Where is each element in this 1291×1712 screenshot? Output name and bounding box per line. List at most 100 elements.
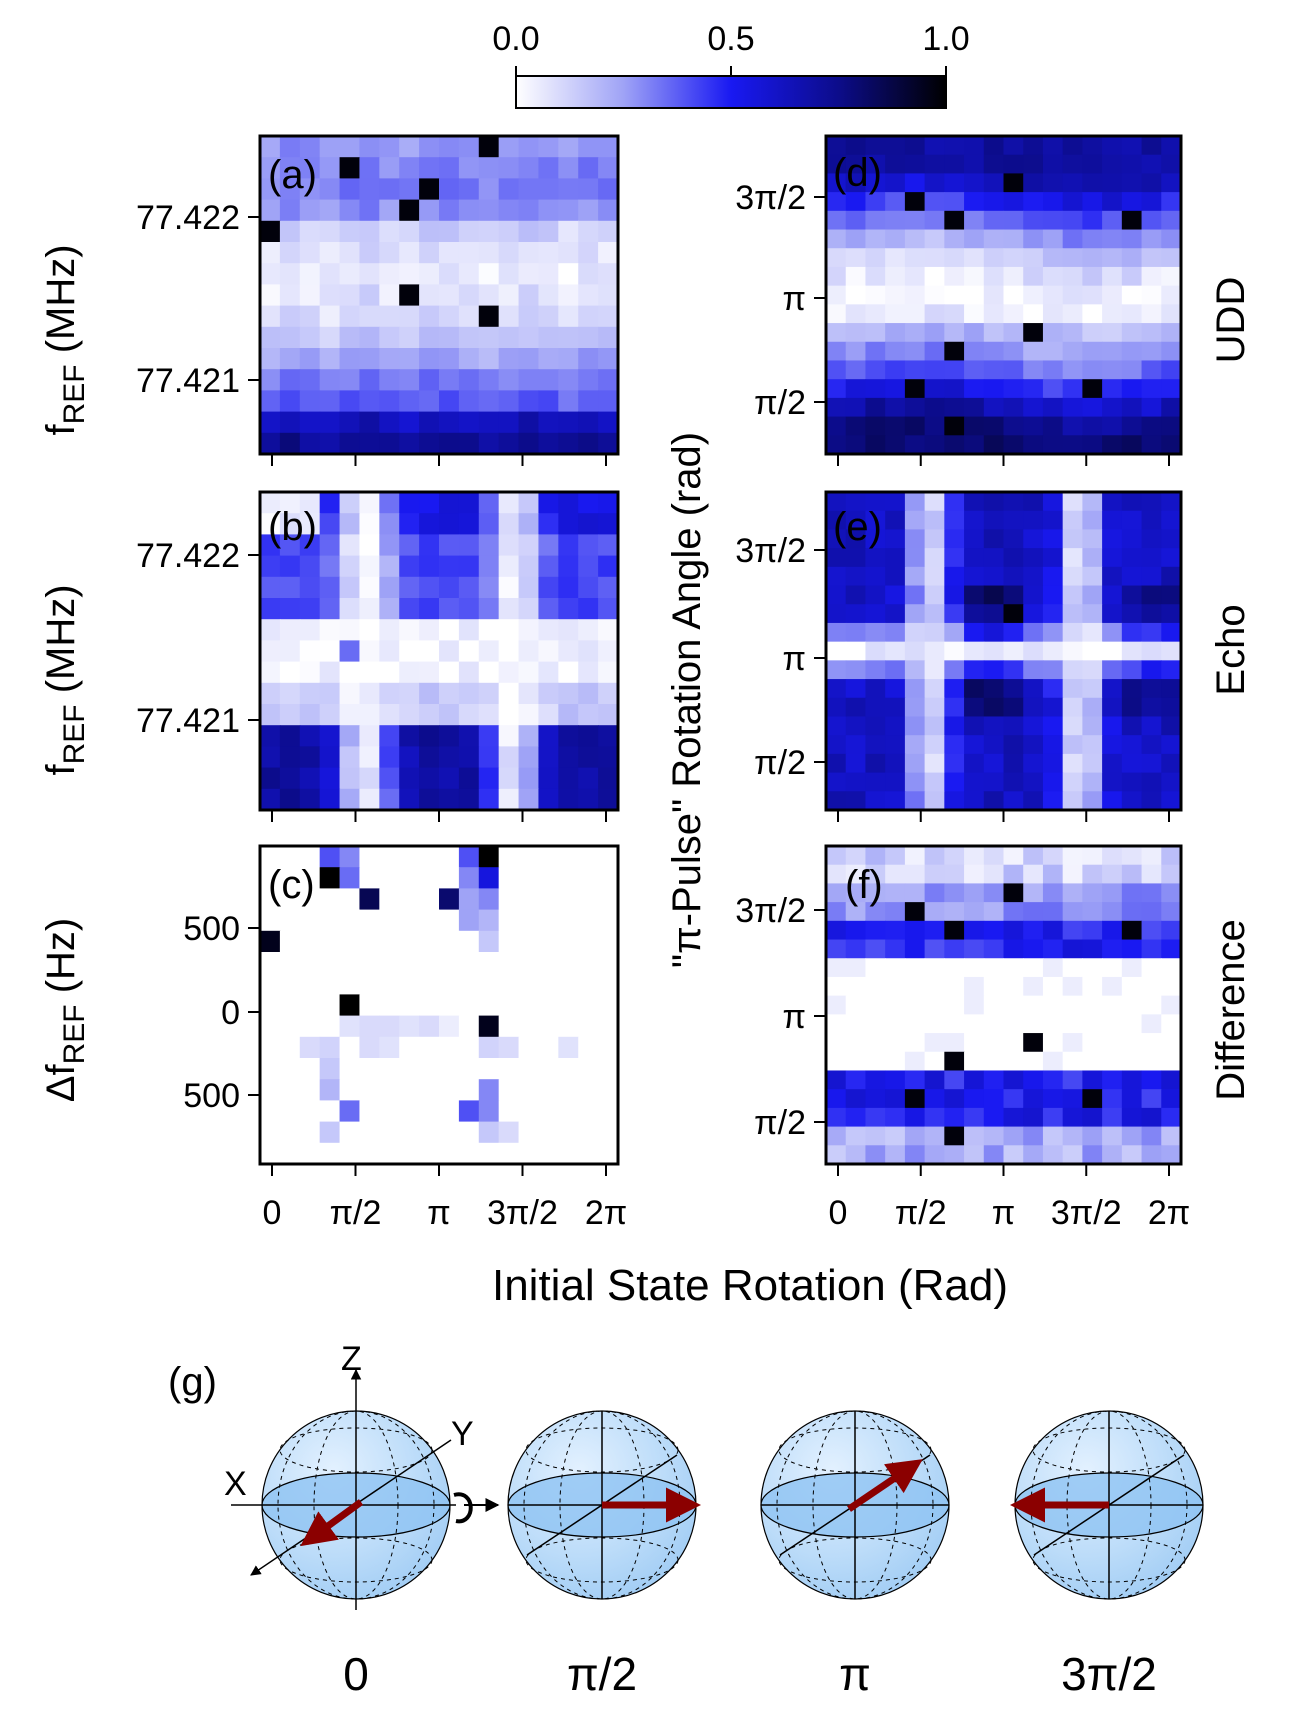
heatmap-cell <box>379 348 400 370</box>
heatmap-cell <box>845 641 867 661</box>
heatmap-cell <box>279 432 301 455</box>
heatmap-cell <box>419 1100 440 1123</box>
heatmap-cell <box>983 1070 1005 1090</box>
heatmap-cell <box>904 529 926 549</box>
heatmap-cell <box>359 136 380 158</box>
heatmap-cell <box>845 1089 867 1109</box>
heatmap-cell <box>538 640 559 663</box>
heatmap-cell <box>1102 716 1123 736</box>
heatmap-cell <box>1023 192 1044 212</box>
heatmap-cell <box>964 566 985 587</box>
heatmap-cell <box>379 952 400 974</box>
heatmap-cell <box>964 995 985 1015</box>
heatmap-cell <box>1121 920 1143 941</box>
heatmap-cell <box>1121 548 1143 568</box>
heatmap-cell <box>983 1145 1005 1165</box>
heatmap-cell <box>498 555 520 578</box>
heatmap-cell <box>538 867 559 889</box>
heatmap-cell <box>904 229 926 249</box>
bloch-label-3pi-2: 3π/2 <box>1061 1648 1157 1700</box>
heatmap-cell <box>1121 772 1143 792</box>
heatmap-cell <box>865 846 886 866</box>
heatmap-cell <box>478 1058 500 1080</box>
heatmap-cell <box>319 284 341 307</box>
heatmap-cell <box>518 1036 540 1059</box>
heatmap-cell <box>319 242 341 264</box>
x-tick-label: 0 <box>829 1194 848 1232</box>
heatmap-cell <box>1102 753 1123 774</box>
bloch-sphere-3pi-2 <box>1010 1410 1204 1600</box>
heatmap-cell <box>826 510 847 531</box>
heatmap-cell <box>478 788 500 811</box>
heatmap-cell <box>924 791 945 811</box>
heatmap-cell <box>1161 173 1182 193</box>
heatmap-cell <box>319 1058 341 1080</box>
heatmap-cell <box>439 369 460 391</box>
heatmap-cell <box>458 348 480 370</box>
heatmap-cell <box>1062 604 1083 624</box>
heatmap-cell <box>1102 1070 1123 1090</box>
heatmap-cell <box>279 930 301 953</box>
heatmap-cell <box>1102 341 1123 362</box>
heatmap-cell <box>1062 304 1083 324</box>
heatmap-cell <box>359 576 380 599</box>
heatmap-cell <box>826 285 847 305</box>
heatmap-cell <box>558 682 579 705</box>
heatmap-cell <box>299 284 321 307</box>
heatmap-cell <box>1003 902 1024 922</box>
heatmap-cell <box>1102 323 1123 343</box>
heatmap-cell <box>578 1036 599 1059</box>
heatmap-cell <box>983 341 1005 362</box>
heatmap-cell <box>260 909 281 932</box>
heatmap-cell <box>558 492 579 514</box>
heatmap-cell <box>319 348 341 370</box>
heatmap-cell <box>885 1145 906 1165</box>
heatmap-cell <box>1082 958 1103 978</box>
heatmap-cell <box>1141 304 1162 324</box>
heatmap-cell <box>1141 1107 1162 1128</box>
heatmap-cell <box>518 305 540 328</box>
heatmap-cell <box>964 939 985 959</box>
heatmap-cell <box>1141 939 1162 959</box>
heatmap-cell <box>339 725 361 747</box>
heatmap-cell <box>983 995 1005 1015</box>
heatmap-cell <box>478 263 500 285</box>
heatmap-cell <box>458 432 480 455</box>
heatmap-cell <box>885 735 906 755</box>
heatmap-cell <box>1121 285 1143 305</box>
heatmap-cell <box>439 846 460 868</box>
heatmap-cell <box>1161 266 1182 287</box>
heatmap-cell <box>439 640 460 663</box>
heatmap-cell <box>964 210 985 231</box>
heatmap-cell <box>578 305 599 328</box>
heatmap-cell <box>518 432 540 455</box>
heatmap-cell <box>904 248 926 268</box>
heatmap-cell <box>904 397 926 418</box>
heatmap-cell <box>578 513 599 535</box>
heatmap-cell <box>1141 173 1162 193</box>
axis-label-x: X <box>224 1465 247 1503</box>
heatmap-cell <box>924 846 945 866</box>
heatmap-cell <box>845 136 867 156</box>
heatmap-cell <box>598 1015 619 1038</box>
heatmap-cell <box>359 909 380 932</box>
heatmap-cell <box>983 791 1005 811</box>
heatmap-cell <box>578 1079 599 1101</box>
heatmap-cell <box>339 513 361 535</box>
heatmap-cell <box>518 411 540 434</box>
heatmap-cell <box>964 304 985 324</box>
heatmap-cell <box>1161 529 1182 549</box>
heatmap-cell <box>1121 791 1143 811</box>
heatmap-cell <box>1062 958 1083 978</box>
heatmap-cell <box>359 390 380 413</box>
heatmap-cell <box>1042 360 1064 380</box>
heatmap-cell <box>478 136 500 158</box>
heatmap-cell <box>299 1058 321 1080</box>
heatmap-cell <box>983 1051 1005 1072</box>
heatmap-cell <box>399 348 420 370</box>
heatmap-cell <box>1003 492 1024 512</box>
heatmap-cell <box>1003 1126 1024 1146</box>
heatmap-cell <box>944 585 965 605</box>
heatmap-cell <box>538 909 559 932</box>
